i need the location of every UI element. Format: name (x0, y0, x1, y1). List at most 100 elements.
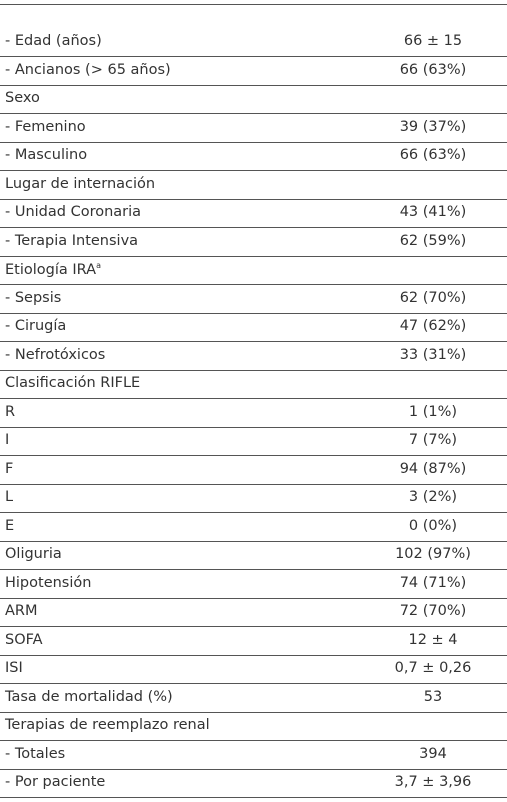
label-text: Hipotensión (5, 574, 92, 591)
label-text: - Masculino (5, 147, 88, 163)
row-label: Etiología IRAa (5, 261, 101, 278)
row-value: 0 (0%) (408, 517, 458, 534)
table-row: - Sepsis 62 (70%) (0, 286, 507, 314)
table-row: - Ancianos (> 65 años) 66 (63%) (0, 58, 507, 86)
row-value: 74 (71%) (399, 574, 467, 591)
table-row: Oliguria 102 (97%) (0, 542, 507, 570)
label-text: Sexo (5, 90, 40, 106)
row-value: 66 (63%) (399, 61, 467, 78)
row-value: 43 (41%) (399, 204, 467, 220)
row-label: - Cirugía (5, 318, 66, 334)
table-row: Hipotensión 74 (71%) (0, 571, 507, 599)
table-row: Lugar de internación (0, 172, 507, 200)
label-text: Lugar de internación (5, 175, 156, 192)
row-label: - Unidad Coronaria (5, 204, 141, 220)
table-row: - Terapia Intensiva 62 (59%) (0, 229, 507, 257)
label-text: - Ancianos (> 65 años) (5, 61, 171, 78)
superscript: a (96, 261, 101, 270)
label-text: ARM (5, 603, 38, 619)
table-row: Etiología IRAa (0, 257, 507, 285)
label-text: - Sepsis (5, 289, 62, 306)
table-row: - Totales 394 (0, 742, 507, 770)
label-text: - Femenino (5, 118, 86, 135)
row-label: I (5, 432, 9, 448)
row-value: 3,7 ± 3,96 (394, 774, 472, 790)
row-value: 12 ± 4 (408, 631, 458, 648)
table-row: R 1 (1%) (0, 400, 507, 428)
row-label: - Masculino (5, 147, 87, 163)
table-row: - Nefrotóxicos 33 (31%) (0, 343, 507, 371)
label-text: - Nefrotóxicos (5, 346, 106, 363)
row-value: 394 (419, 745, 447, 762)
row-label: Hipotensión (5, 575, 91, 591)
label-text: Etiología IRA (5, 262, 97, 278)
table-row: ISI 0,7 ± 0,26 (0, 656, 507, 684)
row-label: Clasificación RIFLE (5, 375, 140, 391)
top-rule (0, 4, 507, 5)
row-value: 3 (2%) (408, 489, 458, 505)
row-value: 47 (62%) (399, 318, 467, 334)
row-value: 1 (1%) (408, 403, 458, 420)
label-text: E (5, 517, 15, 534)
row-label: - Nefrotóxicos (5, 347, 105, 363)
label-text: Clasificación RIFLE (5, 375, 141, 391)
label-text: Tasa de mortalidad (%) (5, 688, 173, 705)
table-row: I 7 (7%) (0, 428, 507, 456)
row-label: SOFA (5, 632, 43, 648)
row-value: 66 ± 15 (403, 33, 463, 49)
row-label: R (5, 404, 15, 420)
row-value: 7 (7%) (408, 432, 458, 448)
table-row: - Masculino 66 (63%) (0, 143, 507, 171)
row-label: Lugar de internación (5, 176, 155, 192)
row-value: 62 (59%) (399, 232, 467, 249)
label-text: ISI (5, 660, 23, 676)
label-text: Oliguria (5, 546, 62, 562)
row-value: 39 (37%) (399, 118, 467, 135)
row-value: 53 (423, 688, 443, 705)
row-label: Oliguria (5, 546, 62, 562)
row-label: L (5, 489, 13, 505)
label-text: - Totales (5, 745, 66, 762)
label-text: L (5, 489, 14, 505)
row-value: 33 (31%) (399, 346, 467, 363)
table-row: L 3 (2%) (0, 485, 507, 513)
row-label: - Edad (años) (5, 33, 102, 49)
label-text: F (5, 460, 14, 477)
row-label: - Sepsis (5, 290, 61, 306)
table-row: F 94 (87%) (0, 457, 507, 485)
row-value: 66 (63%) (399, 147, 467, 163)
label-text: I (5, 432, 10, 448)
label-text: - Terapia Intensiva (5, 232, 139, 249)
row-label: - Por paciente (5, 774, 105, 790)
label-text: - Edad (años) (5, 33, 102, 49)
table-row: Sexo (0, 86, 507, 114)
table-row: E 0 (0%) (0, 514, 507, 542)
row-label: - Femenino (5, 119, 86, 135)
row-label: - Terapia Intensiva (5, 233, 138, 249)
row-value: 94 (87%) (399, 460, 467, 477)
row-label: ISI (5, 660, 23, 676)
label-text: - Por paciente (5, 774, 106, 790)
label-text: SOFA (5, 631, 43, 648)
label-text: Terapias de reemplazo renal (5, 717, 210, 733)
row-label: E (5, 518, 14, 534)
table-row: Terapias de reemplazo renal (0, 713, 507, 741)
table-row: - Cirugía 47 (62%) (0, 314, 507, 342)
row-label: Tasa de mortalidad (%) (5, 689, 173, 705)
table-row: SOFA 12 ± 4 (0, 628, 507, 656)
table-row: - Unidad Coronaria 43 (41%) (0, 200, 507, 228)
table-row: - Por paciente 3,7 ± 3,96 (0, 770, 507, 798)
label-text: - Unidad Coronaria (5, 204, 142, 220)
label-text: - Cirugía (5, 318, 67, 334)
row-label: - Ancianos (> 65 años) (5, 62, 171, 78)
row-value: 0,7 ± 0,26 (394, 660, 472, 676)
table-row: - Femenino 39 (37%) (0, 115, 507, 143)
row-value: 62 (70%) (399, 289, 467, 306)
table-row: Tasa de mortalidad (%) 53 (0, 685, 507, 713)
row-label: ARM (5, 603, 38, 619)
row-label: Sexo (5, 90, 40, 106)
row-label: F (5, 461, 13, 477)
table-row: - Edad (años) 66 ± 15 (0, 29, 507, 57)
